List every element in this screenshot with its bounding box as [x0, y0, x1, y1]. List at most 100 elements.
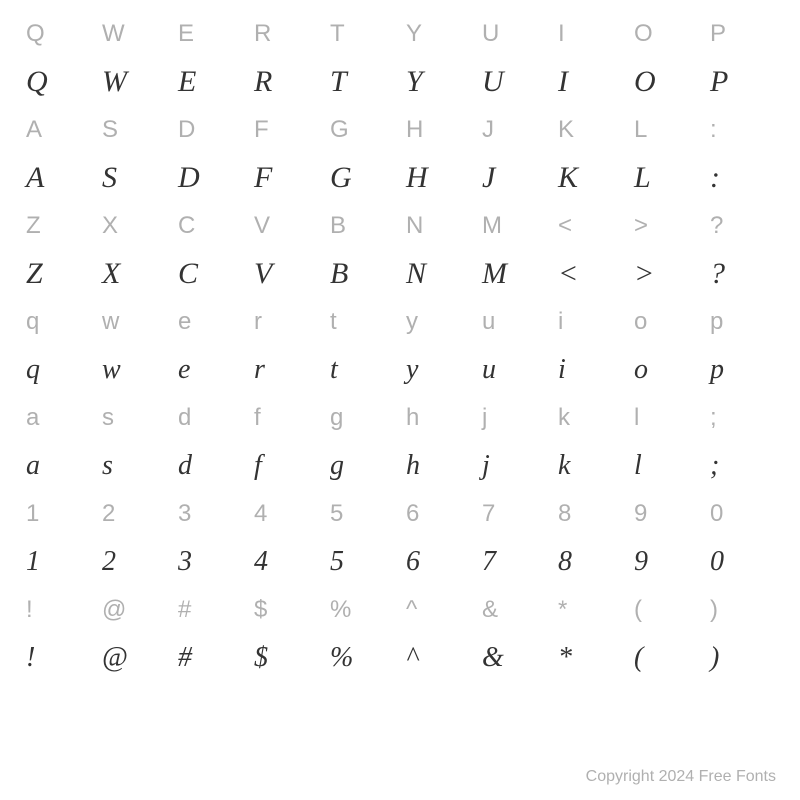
grid-cell: M [476, 212, 552, 240]
grid-cell: I [552, 20, 628, 48]
grid-cell: k [552, 450, 628, 482]
grid-cell: Z [20, 212, 96, 240]
glyph-char: J [482, 161, 495, 194]
grid-cell: i [552, 354, 628, 386]
grid-cell: 2 [96, 500, 172, 528]
glyph-char: P [710, 65, 728, 98]
grid-cell: B [324, 212, 400, 240]
glyph-char: Q [26, 65, 48, 98]
label-row: asdfghjkl; [20, 394, 780, 442]
grid-cell: 0 [704, 546, 780, 578]
grid-cell: 0 [704, 500, 780, 528]
grid-cell: D [172, 161, 248, 195]
grid-cell: ( [628, 642, 704, 674]
glyph-char: y [406, 354, 418, 385]
label-char: W [102, 20, 125, 47]
glyph-char: : [710, 161, 720, 194]
label-char: 4 [254, 500, 267, 527]
grid-cell: @ [96, 596, 172, 624]
grid-cell: # [172, 596, 248, 624]
grid-cell: 7 [476, 500, 552, 528]
label-char: X [102, 212, 118, 239]
glyph-row: QWERTYUIOP [20, 58, 780, 106]
label-char: 9 [634, 500, 647, 527]
glyph-char: 7 [482, 546, 496, 577]
label-char: i [558, 308, 563, 335]
grid-cell: 9 [628, 546, 704, 578]
label-char: D [178, 116, 195, 143]
grid-cell: ; [704, 450, 780, 482]
grid-cell: U [476, 20, 552, 48]
glyph-char: ^ [406, 642, 418, 673]
grid-cell: s [96, 404, 172, 432]
glyph-char: I [558, 65, 568, 98]
grid-cell: q [20, 308, 96, 336]
grid-cell: & [476, 642, 552, 674]
label-char: F [254, 116, 269, 143]
label-char: < [558, 212, 572, 239]
label-char: k [558, 404, 570, 431]
glyph-char: r [254, 354, 265, 385]
label-char: @ [102, 596, 126, 623]
glyph-char: A [26, 161, 44, 194]
grid-cell: & [476, 596, 552, 624]
label-char: 5 [330, 500, 343, 527]
label-row: ZXCVBNM<>? [20, 202, 780, 250]
grid-cell: 3 [172, 500, 248, 528]
label-char: N [406, 212, 423, 239]
glyph-char: Y [406, 65, 423, 98]
glyph-char: w [102, 354, 121, 385]
grid-cell: U [476, 65, 552, 99]
grid-cell: D [172, 116, 248, 144]
glyph-row: ZXCVBNM<>? [20, 250, 780, 298]
label-char: R [254, 20, 271, 47]
grid-cell: N [400, 212, 476, 240]
label-char: 1 [26, 500, 39, 527]
glyph-row: ASDFGHJKL: [20, 154, 780, 202]
grid-cell: 1 [20, 546, 96, 578]
label-char: u [482, 308, 495, 335]
label-char: > [634, 212, 648, 239]
label-row: 1234567890 [20, 490, 780, 538]
grid-cell: ; [704, 404, 780, 432]
label-char: K [558, 116, 574, 143]
grid-cell: j [476, 450, 552, 482]
grid-cell: N [400, 257, 476, 291]
grid-cell: % [324, 642, 400, 674]
grid-cell: ^ [400, 642, 476, 674]
glyph-char: d [178, 450, 192, 481]
label-char: 2 [102, 500, 115, 527]
grid-cell: P [704, 65, 780, 99]
grid-cell: @ [96, 642, 172, 674]
grid-cell: K [552, 161, 628, 195]
grid-cell: L [628, 116, 704, 144]
label-char: Z [26, 212, 41, 239]
label-char: e [178, 308, 191, 335]
glyph-char: U [482, 65, 504, 98]
grid-cell: : [704, 161, 780, 195]
grid-cell: % [324, 596, 400, 624]
grid-cell: Q [20, 20, 96, 48]
label-char: 0 [710, 500, 723, 527]
grid-cell: ! [20, 596, 96, 624]
glyph-row: qwertyuiop [20, 346, 780, 394]
grid-cell: 7 [476, 546, 552, 578]
grid-cell: 6 [400, 500, 476, 528]
label-char: C [178, 212, 195, 239]
label-char: ^ [406, 596, 417, 623]
glyph-char: N [406, 257, 426, 290]
label-char: Q [26, 20, 45, 47]
label-row: QWERTYUIOP [20, 10, 780, 58]
label-char: # [178, 596, 191, 623]
glyph-char: q [26, 354, 40, 385]
label-char: V [254, 212, 270, 239]
grid-cell: X [96, 257, 172, 291]
label-char: a [26, 404, 39, 431]
grid-cell: Y [400, 20, 476, 48]
grid-cell: A [20, 161, 96, 195]
glyph-char: j [482, 450, 490, 481]
label-char: H [406, 116, 423, 143]
grid-cell: f [248, 450, 324, 482]
glyph-row: asdfghjkl; [20, 442, 780, 490]
label-row: !@#$%^&*() [20, 586, 780, 634]
